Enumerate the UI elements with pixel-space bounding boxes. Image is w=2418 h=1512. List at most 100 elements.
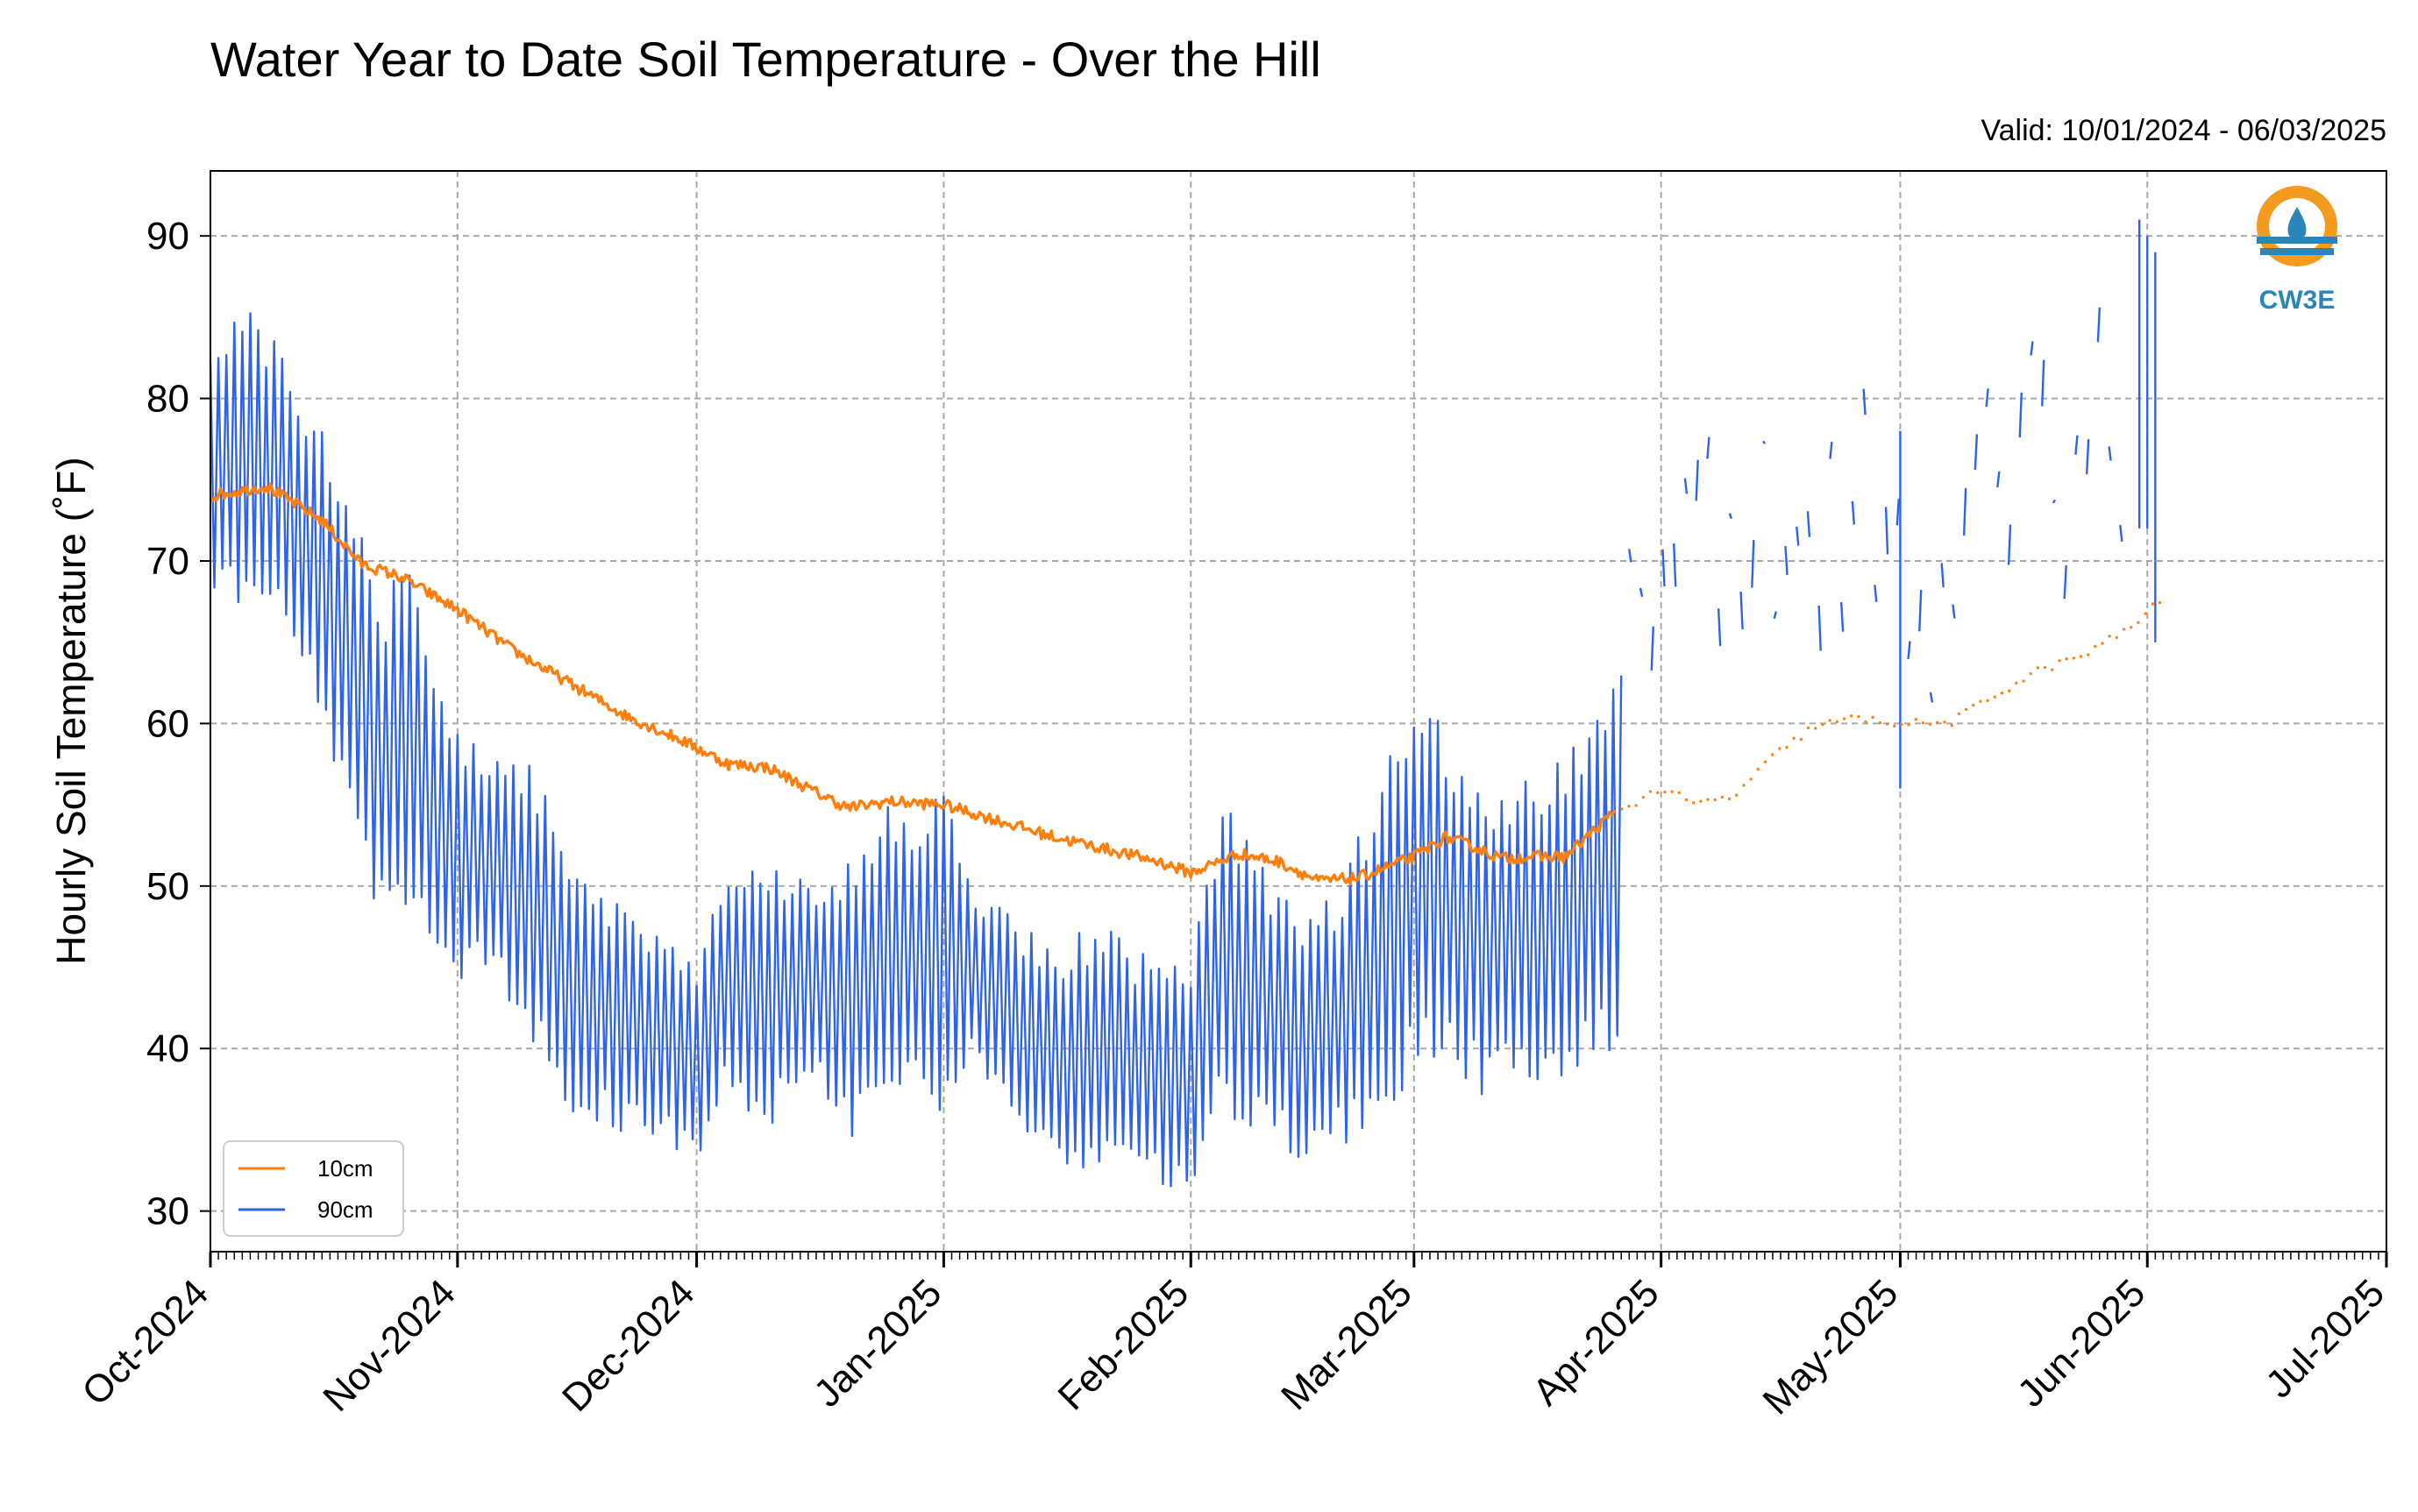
series-10cm-dot	[1986, 699, 1989, 702]
series-90cm-segment	[1974, 434, 1979, 470]
series-90cm-segment	[1996, 471, 2001, 488]
series-10cm-dot	[1813, 727, 1817, 730]
series-10cm-dot	[1770, 753, 1774, 756]
series-90cm-segment	[1918, 589, 1923, 632]
y-tick-label: 60	[146, 702, 189, 745]
series-10cm-dot	[1648, 790, 1653, 793]
series-10cm-dot	[1663, 790, 1667, 794]
series-90cm-segment	[1806, 511, 1811, 537]
series-10cm-dot	[1792, 736, 1796, 741]
series-10cm-dot	[1620, 807, 1624, 811]
series-10cm-dot	[2115, 635, 2119, 640]
series-10cm-dot	[2015, 681, 2018, 685]
series-10cm-dot	[1971, 703, 1975, 707]
series-10cm-dot	[1857, 714, 1860, 719]
series-90cm-segment	[1762, 440, 1767, 444]
y-tick-label: 70	[146, 540, 189, 583]
series-10cm-dot	[1756, 767, 1760, 771]
series-90cm-segment	[1739, 592, 1744, 629]
series-10cm-dot	[1878, 721, 1882, 725]
series-10cm-dot	[1907, 723, 1910, 727]
series-90cm-segment	[2007, 524, 2012, 565]
series-90cm-segment	[1728, 513, 1732, 520]
series-10cm-dot	[1749, 777, 1753, 781]
series-10cm-dot	[1964, 707, 1968, 712]
series-10cm-dot	[1734, 793, 1739, 797]
legend-label-10cm: 10cm	[317, 1155, 373, 1182]
series-10cm-dot	[2072, 657, 2076, 660]
chart-title: Water Year to Date Soil Temperature - Ov…	[210, 32, 1321, 87]
series-90cm-segment	[1706, 437, 1710, 459]
series-90cm-segment	[1874, 585, 1878, 602]
series-10cm-dot	[2022, 679, 2025, 683]
series-10cm-dot	[2122, 628, 2126, 631]
series-90cm-segment	[1784, 545, 1789, 576]
series-90cm-segment	[2018, 392, 2023, 437]
data-series	[209, 219, 2162, 1188]
series-90cm-segment	[1829, 441, 1833, 459]
series-90cm-segment	[1929, 692, 1934, 703]
series-10cm-dot	[1928, 722, 1932, 726]
series-10cm-dot	[1900, 722, 1903, 727]
series-10cm-dot	[2151, 602, 2155, 606]
series-10cm-dot	[2108, 635, 2111, 638]
series-90cm-segment	[2085, 438, 2090, 475]
series-10cm-dot	[2058, 659, 2061, 663]
series-90cm-segment	[1673, 543, 1677, 587]
series-10cm-dot	[1993, 695, 1997, 699]
series-10cm-dot	[1684, 798, 1689, 802]
series-10cm-dot	[2086, 653, 2090, 657]
y-tick-label: 40	[146, 1027, 189, 1070]
series-10cm-dot	[2101, 642, 2104, 645]
legend-box	[223, 1140, 404, 1237]
series-90cm-segment	[1695, 459, 1699, 501]
series-90cm-segment	[1839, 602, 1845, 632]
series-10cm-dot	[1612, 810, 1617, 813]
series-90cm-segment	[1862, 388, 1867, 415]
series-10cm-dot	[1670, 790, 1674, 793]
series-90cm-segment	[1717, 608, 1722, 646]
series-90cm-segment	[1940, 563, 1945, 588]
series-90cm-segment	[1773, 611, 1777, 620]
series-90cm-segment	[2074, 435, 2079, 455]
series-90cm-segment	[1796, 526, 1800, 546]
series-10cm-dot	[1950, 723, 1953, 728]
series-90cm-segment	[1817, 605, 1822, 651]
series-90cm-segment	[2041, 359, 2045, 407]
series-10cm-dot	[1914, 718, 1918, 721]
series-90cm-segment	[1985, 388, 1989, 408]
plot-frame	[210, 170, 2387, 1253]
series-90cm-segment	[1851, 500, 1856, 525]
series-90cm-segment	[1895, 498, 1900, 526]
series-10cm-dot	[1885, 722, 1889, 726]
series-90cm-segment	[1884, 507, 1889, 555]
series-90cm-line	[209, 312, 1623, 1188]
y-tick-label: 50	[146, 865, 189, 908]
series-90cm-segment	[1683, 478, 1689, 494]
series-10cm-dot	[2094, 644, 2097, 649]
series-90cm-segment	[1751, 540, 1755, 588]
series-10cm-dot	[2050, 668, 2054, 671]
series-10cm-dot	[1677, 791, 1682, 795]
series-90cm-segment	[1907, 641, 1911, 659]
legend: 10cm 90cm	[223, 1140, 404, 1237]
logo-drop-icon	[2287, 207, 2307, 240]
series-10cm-dot	[2137, 621, 2140, 624]
y-tick-label: 30	[146, 1190, 189, 1233]
series-10cm-dot	[2000, 692, 2004, 695]
series-10cm-dot	[1842, 717, 1846, 721]
grid-lines	[210, 171, 2386, 1252]
series-10cm-dot	[1713, 798, 1717, 802]
series-90cm-segment	[2119, 524, 2123, 543]
series-90cm-segment	[1628, 549, 1632, 563]
series-10cm-dot	[1641, 795, 1646, 799]
series-90cm-segment	[2096, 307, 2102, 343]
series-90cm-segment	[2030, 341, 2034, 356]
series-10cm-dot	[1943, 721, 1946, 724]
series-10cm-dot	[1655, 791, 1660, 795]
series-10cm-dot	[1835, 720, 1839, 724]
series-10cm-dot	[2043, 665, 2047, 670]
logo-text: CW3E	[2259, 286, 2336, 315]
